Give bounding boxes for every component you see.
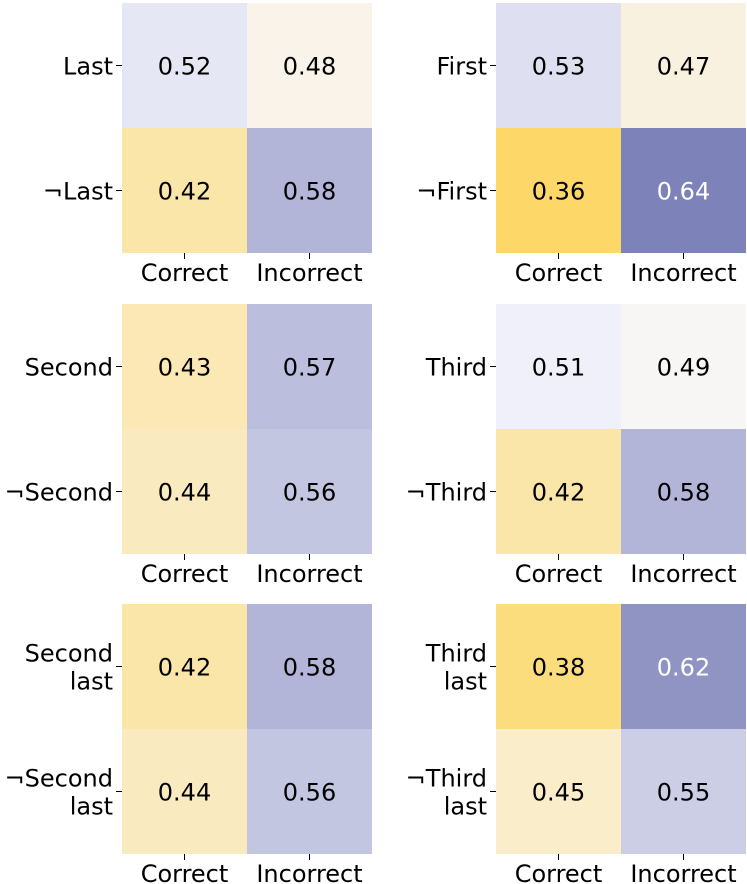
- cell-value-label: 0.45: [532, 779, 585, 807]
- x-tick-label: Incorrect: [630, 259, 736, 287]
- cell-value-label: 0.58: [657, 479, 710, 507]
- x-tick-label: Correct: [141, 259, 229, 287]
- cell-value-label: 0.49: [657, 354, 710, 382]
- y-tick-label: ¬Second last: [5, 765, 113, 821]
- heatmap-cell: [621, 304, 746, 429]
- y-tick-label: ¬Last: [43, 178, 113, 206]
- cell-value-label: 0.58: [283, 654, 336, 682]
- heatmap-cell: [496, 604, 621, 729]
- cell-value-label: 0.56: [283, 479, 336, 507]
- heatmap-cell: [496, 429, 621, 554]
- cell-value-label: 0.38: [532, 654, 585, 682]
- cell-value-label: 0.55: [657, 779, 710, 807]
- y-tick-label: ¬Third: [406, 479, 487, 507]
- x-tick-label: Correct: [515, 259, 603, 287]
- y-tick-label: Third last: [425, 640, 487, 696]
- heatmap-cell: [122, 3, 247, 128]
- cell-value-label: 0.36: [532, 178, 585, 206]
- y-tick-label: Second: [25, 354, 113, 382]
- cell-value-label: 0.48: [283, 53, 336, 81]
- heatmap-cell: [496, 729, 621, 854]
- cell-value-label: 0.47: [657, 53, 710, 81]
- heatmap-cell: [621, 604, 746, 729]
- heatmap-cell: [621, 128, 746, 253]
- y-tick-label: Third: [425, 354, 487, 382]
- heatmap-cell: [122, 304, 247, 429]
- heatmap-cell: [247, 128, 372, 253]
- x-tick-label: Incorrect: [256, 860, 362, 884]
- cell-value-label: 0.64: [657, 178, 710, 206]
- y-tick-label: ¬First: [416, 178, 487, 206]
- heatmap-cell: [122, 429, 247, 554]
- y-tick-label: First: [436, 53, 487, 81]
- heatmap-cell: [621, 729, 746, 854]
- y-tick-label: ¬Second: [5, 479, 113, 507]
- x-tick-label: Incorrect: [630, 860, 736, 884]
- cell-value-label: 0.57: [283, 354, 336, 382]
- y-tick-label: ¬Third last: [406, 765, 487, 821]
- cell-value-label: 0.62: [657, 654, 710, 682]
- cell-value-label: 0.52: [158, 53, 211, 81]
- cell-value-label: 0.42: [158, 654, 211, 682]
- x-tick-label: Incorrect: [256, 259, 362, 287]
- cell-value-label: 0.44: [158, 779, 211, 807]
- heatmap-cell: [496, 304, 621, 429]
- cell-value-label: 0.58: [283, 178, 336, 206]
- heatmap-cell: [122, 729, 247, 854]
- heatmap-cell: [496, 128, 621, 253]
- heatmap-cell: [496, 3, 621, 128]
- heatmap-cell: [122, 604, 247, 729]
- x-tick-label: Incorrect: [256, 560, 362, 588]
- x-tick-label: Correct: [515, 560, 603, 588]
- y-tick-label: Second last: [25, 640, 113, 696]
- heatmap-cell: [122, 128, 247, 253]
- x-tick-label: Correct: [515, 860, 603, 884]
- heatmap-cell: [247, 3, 372, 128]
- x-tick-label: Incorrect: [630, 560, 736, 588]
- cell-value-label: 0.51: [532, 354, 585, 382]
- heatmap-cell: [621, 3, 746, 128]
- cell-value-label: 0.42: [158, 178, 211, 206]
- heatmap-cell: [247, 729, 372, 854]
- heatmap-cell: [247, 604, 372, 729]
- heatmap-cell: [247, 304, 372, 429]
- cell-value-label: 0.56: [283, 779, 336, 807]
- cell-value-label: 0.43: [158, 354, 211, 382]
- x-tick-label: Correct: [141, 560, 229, 588]
- cell-value-label: 0.42: [532, 479, 585, 507]
- y-tick-label: Last: [63, 53, 113, 81]
- heatmap-cell: [621, 429, 746, 554]
- cell-value-label: 0.53: [532, 53, 585, 81]
- heatmap-cell: [247, 429, 372, 554]
- cell-value-label: 0.44: [158, 479, 211, 507]
- x-tick-label: Correct: [141, 860, 229, 884]
